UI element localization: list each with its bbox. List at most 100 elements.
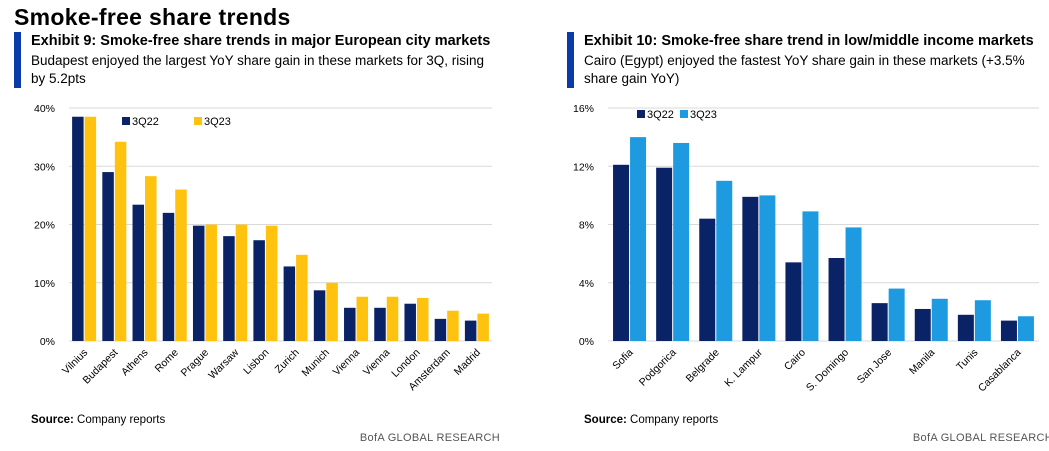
bar-3q22-london [404, 303, 416, 341]
bar-3q22-zurich [283, 266, 296, 341]
bar-3q23-athens [145, 176, 157, 341]
y-tick-label: 30% [34, 161, 55, 173]
y-tick-label: 8% [579, 220, 594, 232]
legend-swatch-3q22 [637, 110, 645, 118]
bar-3q22-lisbon [253, 240, 265, 341]
bar-3q23-warsaw [235, 224, 248, 341]
exhibit-title: Exhibit 9: Smoke-free share trends in ma… [31, 33, 491, 49]
bar-3q23-rome [175, 189, 187, 341]
bar-3q23-prague [205, 224, 217, 341]
x-tick-label: San Jose [855, 347, 895, 387]
exhibit-10-chart: 0% 4% 8% 12% 16% Sofia Podgorica Belgrade K. Lam… [573, 103, 1039, 395]
source-line: Source: Company reports [31, 414, 165, 426]
y-tick-label: 10% [34, 278, 55, 290]
bar-3q23-budapest [114, 141, 127, 341]
bar-3q23-vilnius [84, 116, 97, 341]
x-tick-label: Manila [907, 347, 937, 377]
bar-3q23-manila [931, 298, 948, 341]
bar-3q23-podgorica [673, 142, 690, 341]
bar-3q23-london [416, 297, 429, 341]
accent-bar [14, 32, 21, 88]
legend-swatch-3q23 [680, 110, 688, 118]
x-tick-label: Vienna [361, 347, 393, 379]
exhibit-10-panel: Exhibit 10: Smoke-free share trend in lo… [567, 30, 1049, 448]
source-label: Source: [31, 414, 74, 426]
x-tick-label: Lisbon [241, 347, 271, 377]
y-tick-label: 0% [40, 336, 55, 348]
legend-label-3q22: 3Q22 [647, 109, 674, 121]
source-text: Company reports [630, 414, 719, 426]
bar-3q23-san-jose [888, 288, 905, 341]
bar-3q23-cairo [802, 211, 819, 341]
bar-3q22-tunis [957, 314, 974, 341]
bar-3q23-casablanca [1017, 316, 1034, 341]
exhibit-subtitle: Budapest enjoyed the largest YoY share g… [31, 53, 485, 86]
brand-label: BofA GLOBAL RESEARCH [912, 432, 1049, 444]
source-text: Company reports [77, 414, 166, 426]
bar-3q23-madrid [477, 313, 489, 341]
x-tick-label: Athens [119, 347, 151, 379]
x-tick-label: Warsaw [206, 346, 241, 381]
x-tick-label: Madrid [452, 347, 483, 378]
bar-3q22-cairo [785, 262, 802, 341]
bar-3q22-sofia [613, 164, 630, 341]
x-tick-label: Podgorica [637, 347, 679, 389]
page-title: Smoke-free share trends [14, 4, 291, 30]
bar-3q22-amsterdam [434, 318, 447, 341]
bar-3q22-belgrade [699, 218, 716, 341]
bar-3q22-madrid [464, 320, 477, 341]
bar-3q23-tunis [974, 300, 991, 341]
bar-3q23-belgrade [716, 180, 733, 341]
bar-3q22-munich [313, 290, 326, 341]
bar-3q23-vienna [356, 296, 369, 341]
x-tick-label: Cairo [782, 347, 808, 373]
bar-3q22-s-domingo [828, 257, 845, 341]
bar-3q22-rome [162, 212, 175, 341]
bar-3q23-zurich [296, 254, 308, 341]
y-tick-label: 0% [579, 336, 594, 348]
x-tick-label: Rome [153, 347, 181, 375]
legend-swatch-3q22 [122, 117, 130, 125]
bar-3q22-vienna [344, 307, 356, 341]
y-tick-label: 20% [34, 220, 55, 232]
x-tick-label: Tunis [954, 347, 980, 373]
y-tick-label: 4% [579, 278, 594, 290]
bar-3q22-athens [132, 204, 145, 341]
x-tick-label: Zurich [273, 347, 302, 376]
x-tick-label: S. Domingo [804, 347, 851, 394]
legend-label-3q23: 3Q23 [690, 109, 717, 121]
y-tick-label: 40% [34, 103, 55, 115]
source-line: Source: Company reports [584, 414, 718, 426]
x-tick-label: Munich [300, 347, 333, 380]
bar-3q22-san-jose [871, 303, 888, 341]
brand-label: BofA GLOBAL RESEARCH [359, 432, 500, 444]
x-tick-label: Casablanca [976, 347, 1024, 395]
y-tick-label: 16% [573, 103, 594, 115]
legend-swatch-3q23 [194, 117, 202, 125]
x-tick-label: Sofia [610, 347, 636, 373]
exhibit-subtitle: Cairo (Egypt) enjoyed the fastest YoY sh… [584, 53, 1025, 86]
source-label: Source: [584, 414, 627, 426]
bar-3q22-budapest [102, 172, 114, 341]
x-tick-label: Vienna [331, 347, 363, 379]
bar-3q23-s-domingo [845, 227, 862, 341]
legend-label-3q22: 3Q22 [132, 116, 159, 128]
exhibit-title: Exhibit 10: Smoke-free share trend in lo… [584, 33, 1034, 49]
bar-3q22-casablanca [1000, 320, 1017, 341]
bar-3q23-k-lampur [759, 195, 776, 341]
bar-3q22-prague [192, 225, 205, 341]
bar-3q23-vienna [386, 296, 399, 341]
bar-3q23-munich [326, 282, 338, 341]
bar-3q22-k-lampur [742, 196, 759, 341]
bar-3q22-vienna [374, 307, 386, 341]
legend-label-3q23: 3Q23 [204, 116, 231, 128]
x-tick-label: Belgrade [684, 347, 722, 385]
bar-3q22-manila [914, 308, 931, 341]
bar-3q23-sofia [630, 137, 647, 341]
x-tick-label: K. Lampur [722, 346, 765, 389]
y-tick-label: 12% [573, 161, 594, 173]
bar-3q22-warsaw [223, 236, 235, 341]
bar-3q22-vilnius [72, 116, 84, 341]
bar-3q22-podgorica [656, 167, 673, 341]
